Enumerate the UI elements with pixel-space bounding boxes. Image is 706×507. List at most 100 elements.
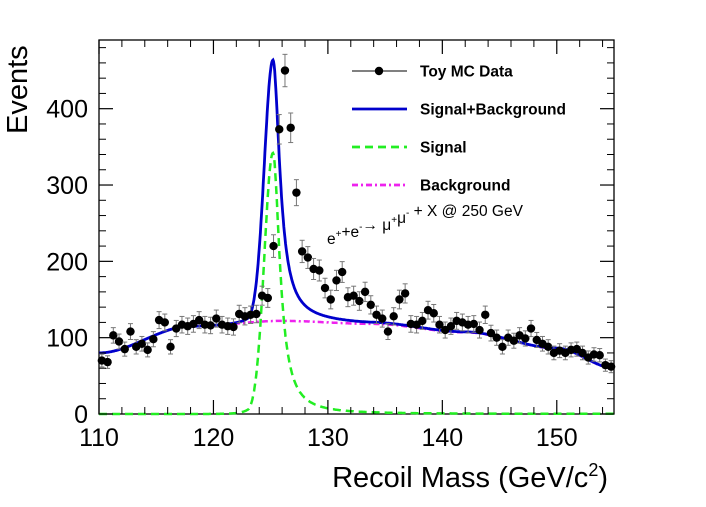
data-point — [114, 333, 124, 350]
data-point — [418, 311, 427, 330]
data-point — [229, 318, 238, 336]
x-tick-label: 110 — [79, 424, 119, 452]
data-marker — [509, 336, 519, 345]
data-marker — [595, 351, 604, 360]
data-marker — [103, 357, 112, 367]
legend-label: Signal — [420, 140, 467, 157]
data-point — [269, 234, 278, 258]
data-marker — [337, 267, 347, 277]
data-point — [389, 307, 398, 326]
data-point — [492, 329, 501, 346]
data-point — [126, 323, 135, 340]
data-marker — [332, 276, 341, 285]
annotation-superscript: - — [359, 222, 362, 233]
y-tick-label: 200 — [46, 248, 88, 276]
legend-swatch-marker — [374, 66, 384, 76]
data-point — [606, 360, 616, 374]
annotation-text: e — [327, 231, 336, 248]
data-point — [166, 339, 175, 355]
data-marker — [120, 344, 129, 354]
y-tick-label: 400 — [46, 96, 88, 124]
data-marker — [149, 335, 158, 344]
data-marker — [109, 331, 118, 340]
legend-entry: Signal — [352, 140, 467, 157]
annotation-superscript: - — [406, 208, 409, 219]
data-marker — [429, 309, 438, 318]
data-marker — [292, 188, 301, 197]
data-point — [400, 283, 410, 304]
data-marker — [137, 339, 147, 348]
y-tick-label: 300 — [46, 172, 88, 200]
data-point — [332, 269, 341, 292]
data-marker — [252, 309, 261, 319]
data-marker — [206, 321, 215, 330]
data-marker — [286, 123, 295, 132]
legend-label: Background — [420, 178, 510, 195]
legend-label: Signal+Background — [420, 102, 566, 119]
data-marker — [543, 342, 553, 352]
data-point — [194, 311, 204, 330]
data-point — [143, 342, 152, 358]
signal-curve — [99, 150, 614, 416]
data-marker — [160, 318, 170, 327]
data-point — [286, 112, 295, 144]
data-point — [315, 259, 324, 282]
plot-frame — [98, 39, 615, 415]
annotation-text: → μ — [363, 217, 392, 234]
data-point — [297, 239, 307, 264]
data-marker — [383, 327, 393, 336]
x-tick-label: 150 — [536, 424, 578, 452]
data-marker — [366, 300, 376, 310]
data-point — [160, 313, 170, 332]
data-marker — [389, 312, 398, 321]
data-point — [578, 345, 587, 361]
data-marker — [275, 125, 284, 134]
data-marker — [194, 315, 204, 325]
data-marker — [498, 342, 507, 352]
data-point — [521, 330, 530, 347]
data-point — [206, 316, 215, 335]
data-point — [383, 323, 393, 340]
data-marker — [143, 345, 152, 355]
data-point — [120, 341, 129, 357]
data-marker — [297, 247, 307, 256]
data-marker — [486, 328, 496, 338]
annotation-text: μ — [397, 210, 406, 227]
data-marker — [492, 333, 501, 342]
annotation-text: + X @ 250 GeV — [409, 203, 523, 220]
data-point — [349, 285, 358, 306]
data-marker — [435, 320, 444, 329]
x-axis-title: Recoil Mass (GeV/c2) — [332, 460, 608, 494]
legend-entry: Signal+Background — [352, 102, 566, 119]
x-tick-label: 140 — [421, 424, 463, 452]
data-point — [469, 315, 479, 333]
data-point — [263, 288, 273, 308]
annotation-superscript: + — [391, 215, 397, 226]
data-marker — [578, 348, 587, 358]
data-point — [137, 335, 147, 352]
data-point — [149, 331, 158, 348]
data-point — [486, 324, 496, 342]
data-marker — [326, 295, 335, 304]
data-point — [252, 304, 261, 324]
data-marker — [166, 342, 175, 352]
data-point — [526, 319, 536, 338]
data-marker — [360, 287, 370, 297]
data-marker — [315, 266, 324, 275]
data-point — [303, 246, 313, 269]
data-point — [280, 53, 290, 88]
data-marker — [526, 324, 536, 333]
data-point — [503, 329, 513, 346]
data-marker — [521, 334, 530, 343]
data-marker — [280, 66, 290, 75]
data-point — [212, 309, 221, 328]
data-point — [509, 332, 519, 349]
data-marker — [303, 253, 313, 262]
data-marker — [229, 322, 238, 332]
y-tick-label: 100 — [46, 325, 88, 353]
data-marker — [606, 362, 616, 371]
y-tick-label: 0 — [74, 401, 88, 429]
data-point — [475, 321, 484, 339]
data-point — [292, 179, 301, 207]
